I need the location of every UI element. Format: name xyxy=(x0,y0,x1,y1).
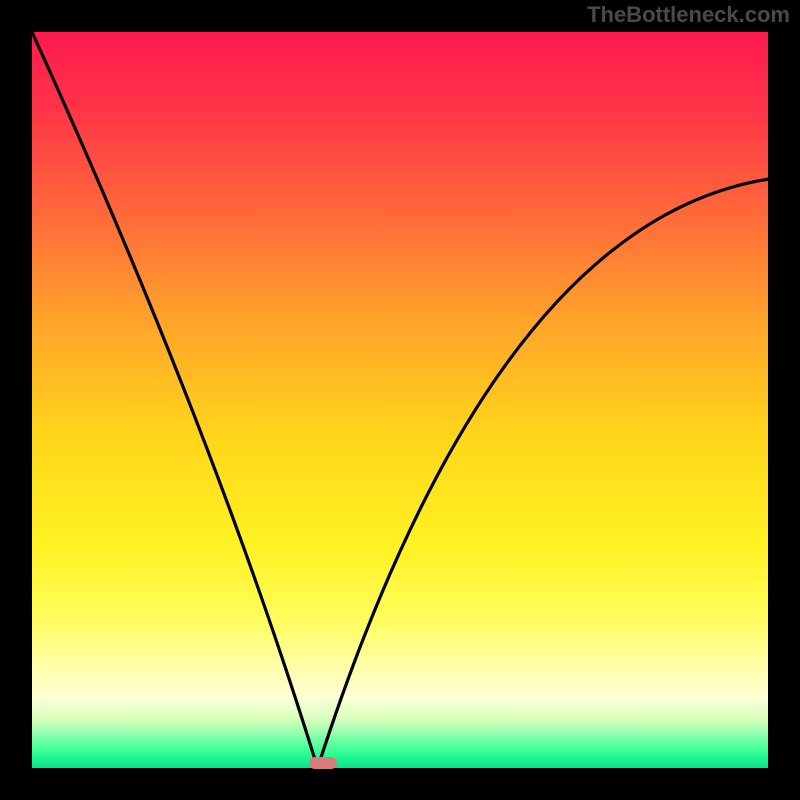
minimum-marker xyxy=(309,757,337,769)
bottleneck-curve xyxy=(32,32,768,768)
chart-frame: TheBottleneck.com xyxy=(0,0,800,800)
plot-area xyxy=(32,32,768,768)
watermark-text: TheBottleneck.com xyxy=(587,2,790,28)
curve-path xyxy=(32,32,768,768)
